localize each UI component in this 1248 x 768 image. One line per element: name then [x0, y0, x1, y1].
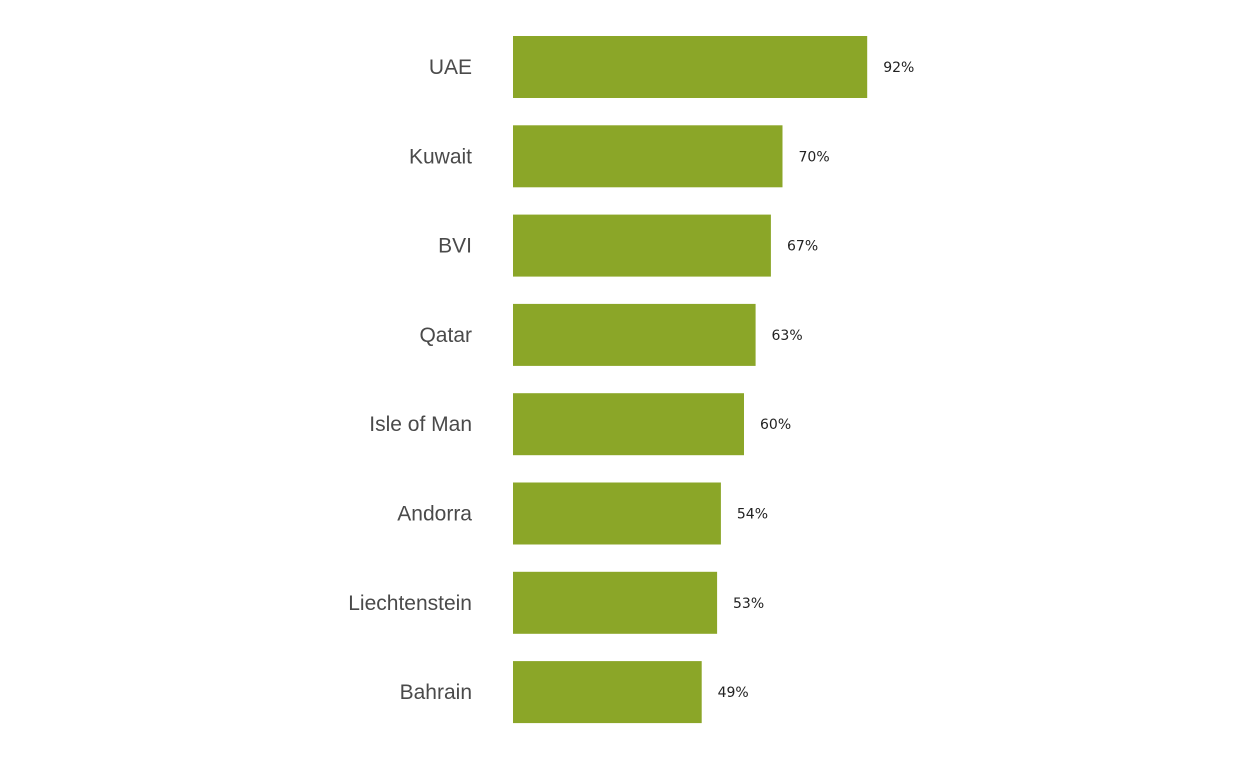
value-label: 63% [772, 328, 803, 344]
value-label: 67% [787, 239, 818, 255]
value-label: 54% [737, 507, 768, 523]
bar-isle-of-man [513, 393, 744, 456]
category-label: Bahrain [400, 681, 472, 704]
bar-andorra [513, 482, 721, 545]
bar-kuwait [513, 125, 783, 188]
value-label: 70% [799, 149, 830, 165]
value-label: 53% [733, 596, 764, 612]
bar-qatar [513, 303, 756, 366]
bar-uae [513, 36, 868, 98]
category-label: Andorra [397, 503, 472, 526]
category-label: Kuwait [409, 145, 472, 168]
value-label: 92% [883, 60, 914, 76]
bar-liechtenstein [513, 571, 718, 634]
bar-bahrain [513, 661, 702, 724]
category-label: Qatar [419, 324, 472, 347]
category-label: BVI [438, 235, 472, 258]
value-label: 60% [760, 417, 791, 433]
category-label: Isle of Man [369, 413, 472, 436]
category-label: Liechtenstein [348, 592, 472, 615]
bar-bvi [513, 214, 771, 277]
value-label: 49% [718, 685, 749, 701]
category-label: UAE [429, 56, 472, 79]
